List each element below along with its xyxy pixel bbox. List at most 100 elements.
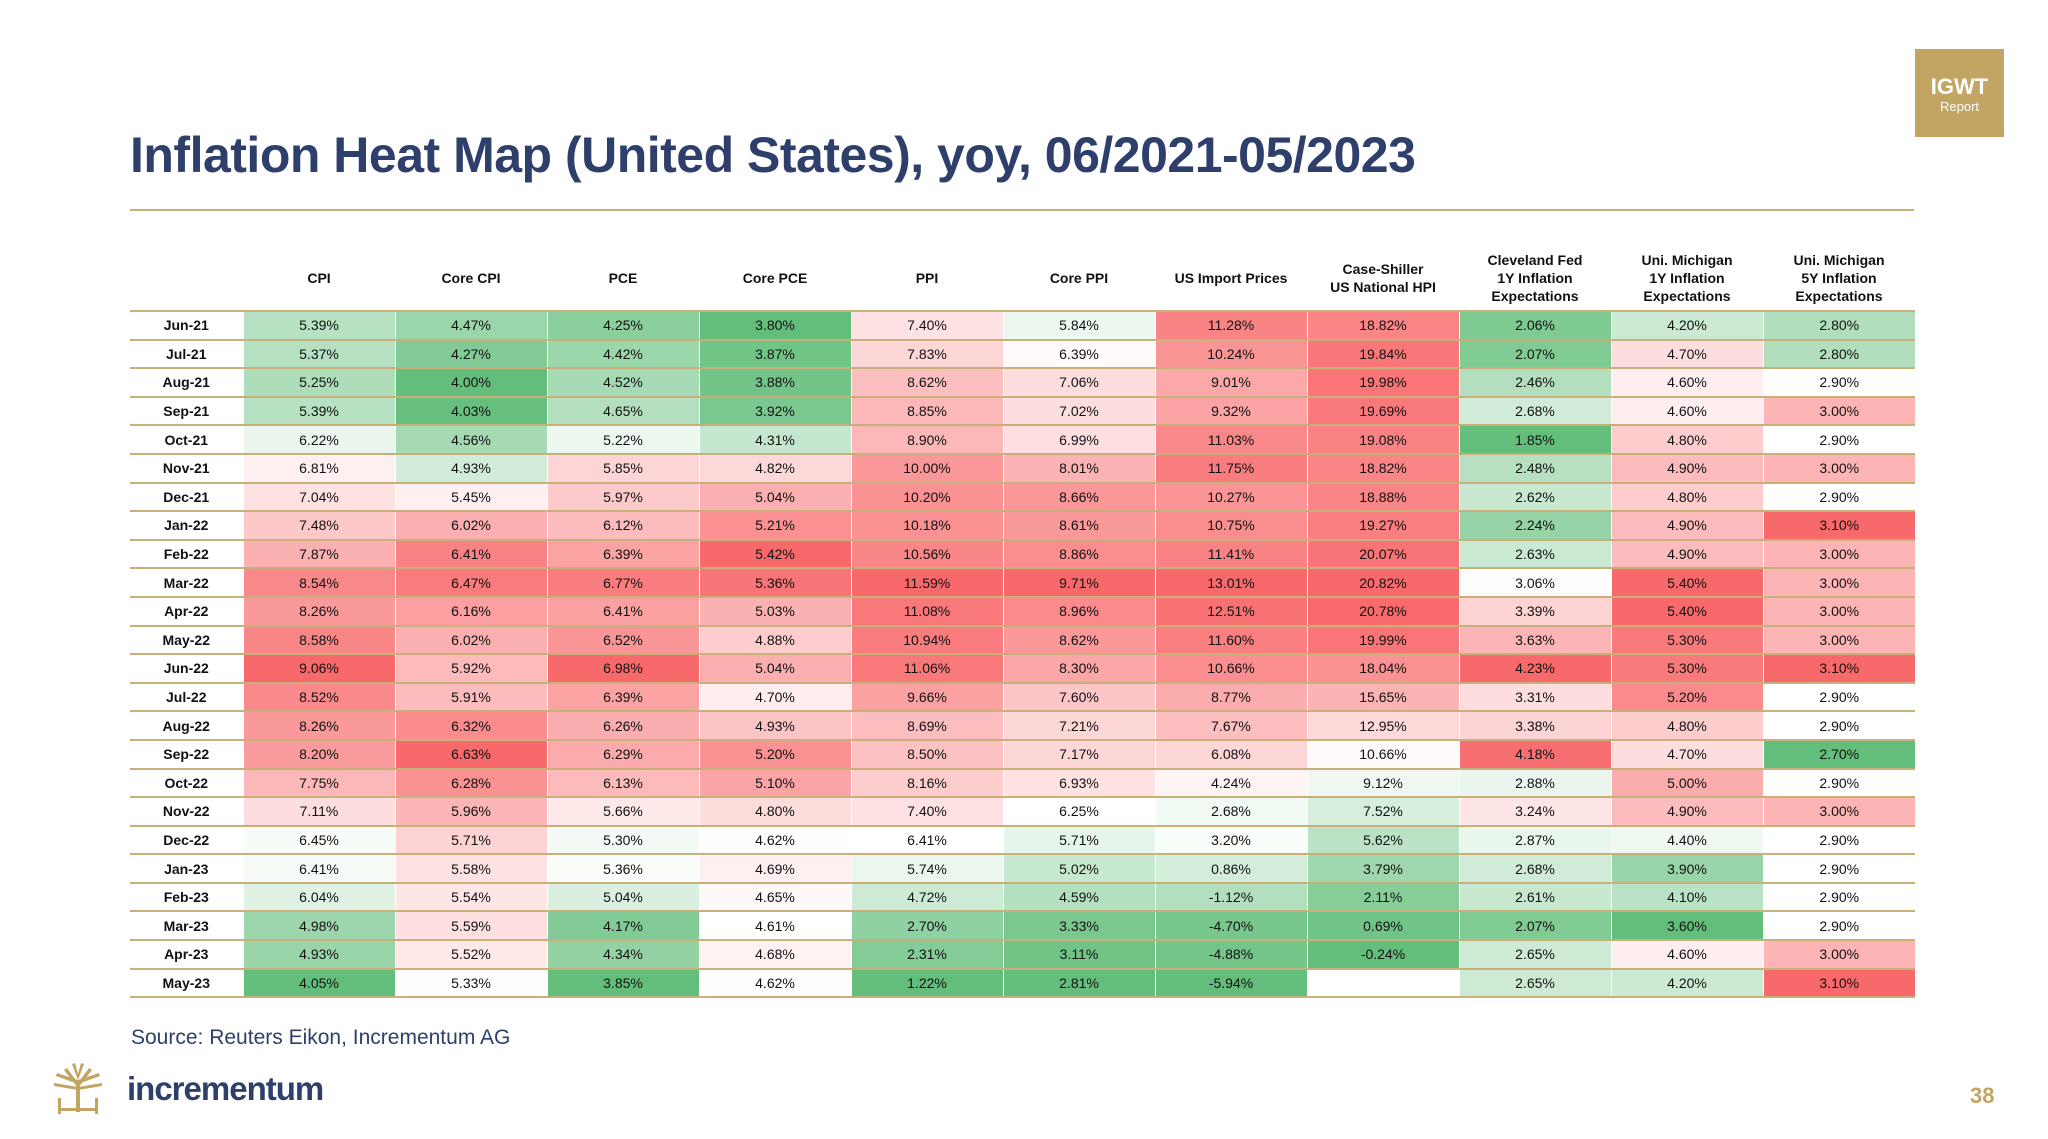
heatmap-cell: 5.54% — [394, 882, 547, 913]
heatmap-cell: 11.06% — [850, 654, 1003, 684]
row-label: Feb-23 — [130, 882, 243, 913]
heatmap-cell: 10.18% — [850, 511, 1003, 541]
heatmap-cell: 4.05% — [242, 968, 395, 999]
heatmap-cell: 3.33% — [1002, 911, 1155, 942]
heatmap-cell: 5.25% — [242, 368, 395, 398]
heatmap-cell: 1.85% — [1458, 425, 1611, 455]
heatmap-cell: 2.70% — [1762, 739, 1915, 770]
heatmap-cell: 6.26% — [546, 711, 699, 741]
table-row: Dec-22 6.45% 5.71% 5.30% 4.62% 6.41% 5.71% 3.20… — [130, 825, 1915, 856]
heatmap-cell — [1306, 968, 1459, 999]
heatmap-cell: 5.58% — [394, 854, 547, 884]
heatmap-cell: 8.30% — [1002, 654, 1155, 684]
row-label: Aug-21 — [130, 368, 243, 398]
heatmap-cell: 7.52% — [1306, 797, 1459, 827]
row-label: May-23 — [130, 968, 243, 999]
heatmap-cell: 3.79% — [1306, 854, 1459, 884]
heatmap-cell: 6.02% — [394, 625, 547, 656]
heatmap-cell: 6.28% — [394, 768, 547, 799]
heatmap-cell: 6.25% — [1002, 797, 1155, 827]
heatmap-cell: 5.33% — [394, 968, 547, 999]
heatmap-cell: 2.31% — [850, 940, 1003, 970]
heatmap-cell: 8.77% — [1154, 682, 1307, 713]
column-header: PPI — [915, 270, 939, 286]
heatmap-cell: 12.95% — [1306, 711, 1459, 741]
heatmap-cell: 5.52% — [394, 940, 547, 970]
heatmap-cell: 10.66% — [1154, 654, 1307, 684]
heatmap-cell: 6.98% — [546, 654, 699, 684]
heatmap-cell: 2.90% — [1762, 682, 1915, 713]
heatmap-cell: 8.52% — [242, 682, 395, 713]
heatmap-cell: 4.90% — [1610, 797, 1763, 827]
heatmap-cell: 19.99% — [1306, 625, 1459, 656]
heatmap-cell: -4.88% — [1154, 940, 1307, 970]
heatmap-cell: 8.54% — [242, 568, 395, 598]
heatmap-cell: 5.04% — [698, 482, 851, 513]
heatmap-cell: 7.87% — [242, 539, 395, 570]
heatmap-cell: 7.06% — [1002, 368, 1155, 398]
heatmap-cell: -0.24% — [1306, 940, 1459, 970]
heatmap-cell: 5.04% — [546, 882, 699, 913]
incrementum-logo-text: incrementum — [127, 1070, 324, 1107]
heatmap-cell: 2.87% — [1458, 825, 1611, 856]
heatmap-cell: 7.83% — [850, 339, 1003, 370]
heatmap-cell: 4.00% — [394, 368, 547, 398]
heatmap-cell: 2.90% — [1762, 882, 1915, 913]
row-label: Oct-22 — [130, 768, 243, 799]
heatmap-cell: 4.56% — [394, 425, 547, 455]
heatmap-cell: 2.90% — [1762, 825, 1915, 856]
heatmap-cell: 7.67% — [1154, 711, 1307, 741]
heatmap-cell: 4.25% — [546, 311, 699, 341]
heatmap-cell: 4.24% — [1154, 768, 1307, 799]
heatmap-cell: 3.20% — [1154, 825, 1307, 856]
heatmap-cell: 3.06% — [1458, 568, 1611, 598]
heatmap-cell: 5.40% — [1610, 568, 1763, 598]
inflation-heatmap-table: CPI Core CPI PCE Core PCE PPI Core PPI US Impo… — [130, 246, 1915, 999]
row-label: Apr-23 — [130, 940, 243, 970]
heatmap-cell: 4.90% — [1610, 511, 1763, 541]
heatmap-cell: 2.11% — [1306, 882, 1459, 913]
table-row: Feb-23 6.04% 5.54% 5.04% 4.65% 4.72% 4.59% -1.1… — [130, 882, 1915, 913]
heatmap-cell: 2.90% — [1762, 854, 1915, 884]
heatmap-cell: 4.70% — [698, 682, 851, 713]
heatmap-cell: 4.72% — [850, 882, 1003, 913]
heatmap-cell: 0.69% — [1306, 911, 1459, 942]
header-corner — [130, 246, 243, 311]
heatmap-cell: 5.04% — [698, 654, 851, 684]
heatmap-cell: 12.51% — [1154, 596, 1307, 627]
table-row: Sep-21 5.39% 4.03% 4.65% 3.92% 8.85% 7.02% 9.32… — [130, 396, 1915, 427]
heatmap-cell: 5.39% — [242, 311, 395, 341]
heatmap-cell: 3.00% — [1762, 596, 1915, 627]
column-header: Uni. Michigan 5Y Inflation Expectations — [1793, 252, 1885, 304]
heatmap-cell: 9.12% — [1306, 768, 1459, 799]
heatmap-cell: 4.31% — [698, 425, 851, 455]
heatmap-cell: 6.39% — [1002, 339, 1155, 370]
heatmap-cell: 11.60% — [1154, 625, 1307, 656]
heatmap-cell: 11.28% — [1154, 311, 1307, 341]
table-row: Feb-22 7.87% 6.41% 6.39% 5.42% 10.56% 8.86% 11.… — [130, 539, 1915, 570]
heatmap-cell: 4.17% — [546, 911, 699, 942]
heatmap-cell: 4.80% — [1610, 482, 1763, 513]
heatmap-cell: 2.68% — [1154, 797, 1307, 827]
row-label: Jul-21 — [130, 339, 243, 370]
heatmap-cell: 4.34% — [546, 940, 699, 970]
table-row: Sep-22 8.20% 6.63% 6.29% 5.20% 8.50% 7.17% 6.08… — [130, 739, 1915, 770]
heatmap-cell: 4.27% — [394, 339, 547, 370]
heatmap-cell: 7.11% — [242, 797, 395, 827]
heatmap-cell: 9.71% — [1002, 568, 1155, 598]
heatmap-cell: 4.88% — [698, 625, 851, 656]
heatmap-cell: 3.80% — [698, 311, 851, 341]
heatmap-cell: 4.60% — [1610, 396, 1763, 427]
heatmap-cell: 6.77% — [546, 568, 699, 598]
heatmap-cell: 7.40% — [850, 311, 1003, 341]
heatmap-cell: 7.75% — [242, 768, 395, 799]
heatmap-cell: 8.61% — [1002, 511, 1155, 541]
heatmap-cell: 2.80% — [1762, 339, 1915, 370]
heatmap-cell: 5.03% — [698, 596, 851, 627]
column-header: Core PCE — [742, 270, 808, 286]
heatmap-cell: 11.08% — [850, 596, 1003, 627]
row-label: May-22 — [130, 625, 243, 656]
table-row: Oct-21 6.22% 4.56% 5.22% 4.31% 8.90% 6.99% 11.0… — [130, 425, 1915, 455]
heatmap-table-container: CPI Core CPI PCE Core PCE PPI Core PPI US Impo… — [130, 246, 1915, 999]
heatmap-cell: 5.59% — [394, 911, 547, 942]
